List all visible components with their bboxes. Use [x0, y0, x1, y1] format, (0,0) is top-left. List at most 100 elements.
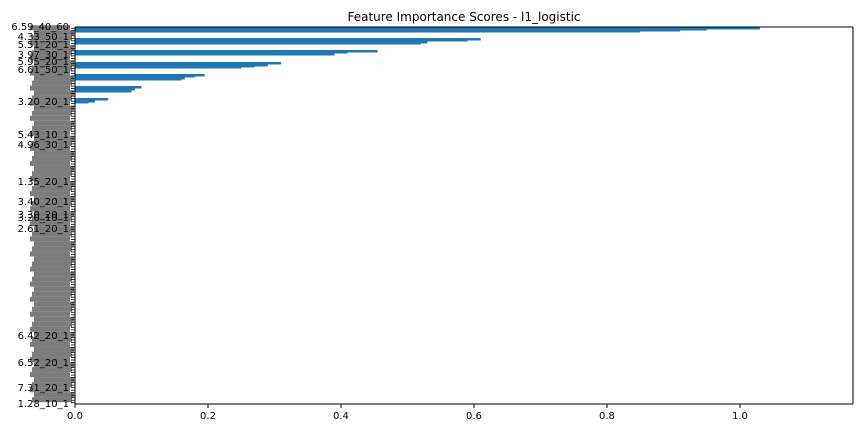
y-label-clutter	[30, 311, 70, 317]
bars-group	[75, 27, 760, 104]
y-label-clutter	[32, 231, 72, 237]
y-tick-label: 6.61_50_1	[18, 65, 69, 76]
y-tick-label: 3.97_30_1	[18, 50, 69, 61]
y-label-clutter	[32, 367, 72, 373]
y-label-clutter	[30, 372, 70, 378]
y-label-clutter	[34, 256, 74, 262]
chart-title: Feature Importance Scores - l1_logistic	[347, 10, 580, 24]
x-tick-label: 0.8	[599, 411, 615, 422]
y-tick-label: 4.96_30_1	[18, 140, 69, 151]
y-label-clutter	[34, 286, 74, 292]
y-label-clutter	[32, 336, 72, 342]
y-label-clutter	[32, 125, 72, 131]
y-tick-label: 6.59_40_60	[11, 22, 69, 33]
y-tick-label: 5.51_20_1	[18, 40, 69, 51]
x-tick-label: 0.6	[466, 411, 482, 422]
y-label-clutter	[30, 191, 70, 197]
y-label-clutter	[32, 65, 72, 71]
y-label-clutter	[32, 50, 72, 56]
y-label-clutter	[30, 130, 70, 136]
y-label-clutter	[32, 216, 72, 222]
y-label-clutter	[32, 321, 72, 327]
y-tick-label: 6.42_20_1	[18, 331, 69, 342]
y-label-clutter	[34, 331, 74, 337]
y-label-clutter	[30, 357, 70, 363]
y-label-clutter	[30, 70, 70, 76]
bar	[75, 51, 348, 54]
bar	[75, 101, 89, 104]
y-label-clutter	[34, 226, 74, 232]
bar	[75, 42, 421, 45]
y-ticks-group: 6.59_40_604.33_50_15.51_20_13.97_30_15.9…	[11, 22, 75, 410]
y-tick-label: 1.28_10_1	[18, 399, 69, 410]
y-label-clutter	[34, 271, 74, 277]
y-label-clutter	[30, 341, 70, 347]
y-label-clutter	[34, 377, 74, 383]
y-label-clutter	[32, 95, 72, 101]
y-label-clutter	[30, 221, 70, 227]
y-label-clutter	[30, 145, 70, 151]
y-label-clutter	[34, 346, 74, 352]
x-tick-label: 0.4	[333, 411, 349, 422]
bar	[75, 88, 135, 91]
y-label-clutter	[30, 55, 70, 61]
y-tick-label: 6.52_20_1	[18, 358, 69, 369]
bar	[75, 98, 109, 101]
bar	[75, 75, 195, 78]
bar	[75, 66, 242, 69]
y-tick-label: 4.33_50_1	[18, 32, 69, 43]
bar	[75, 30, 641, 33]
y-label-clutter	[34, 316, 74, 322]
y-label-clutter	[34, 75, 74, 81]
y-tick-label: 3.20_20_1	[18, 97, 69, 108]
bar	[75, 90, 132, 93]
y-label-clutter	[34, 90, 74, 96]
y-label-clutter	[34, 241, 74, 247]
y-label-clutter	[32, 382, 72, 388]
y-label-clutter	[30, 251, 70, 257]
y-tick-label: 5.95_20_1	[18, 57, 69, 68]
y-label-clutter	[32, 110, 72, 116]
y-label-clutter	[34, 301, 74, 307]
y-label-clutter	[34, 30, 74, 36]
y-label-clutter	[30, 25, 70, 31]
y-tick-label: 1.35_20_1	[18, 177, 69, 188]
y-label-clutter	[32, 276, 72, 282]
y-label-clutter	[32, 186, 72, 192]
y-label-clutter	[32, 201, 72, 207]
y-tick-label: 3.30_20_1	[18, 210, 69, 221]
bar	[75, 86, 142, 89]
y-label-clutter	[34, 166, 74, 172]
x-tick-label: 0.0	[67, 411, 83, 422]
y-label-clutter	[32, 140, 72, 146]
y-label-clutter	[34, 392, 74, 398]
y-label-clutter	[32, 397, 72, 403]
y-label-clutter	[30, 160, 70, 166]
y-label-clutter	[32, 246, 72, 252]
y-label-clutter	[32, 306, 72, 312]
y-label-clutter	[30, 176, 70, 182]
y-tick-label: 2.61_20_1	[18, 224, 69, 235]
y-label-clutter	[32, 261, 72, 267]
y-label-clutter	[34, 211, 74, 217]
y-label-clutter	[30, 387, 70, 393]
x-tick-label: 0.2	[200, 411, 216, 422]
x-tick-label: 1.0	[732, 411, 748, 422]
y-label-clutter	[32, 155, 72, 161]
y-label-clutter	[34, 120, 74, 126]
y-label-clutter	[34, 196, 74, 202]
y-label-clutter	[32, 351, 72, 357]
bar	[75, 78, 182, 81]
bar	[75, 39, 468, 42]
y-tick-label: 5.43_10_1	[18, 130, 69, 141]
y-label-clutter	[30, 115, 70, 121]
bar	[75, 53, 335, 56]
y-label-clutter	[32, 35, 72, 41]
x-ticks-group: 0.0 0.2 0.4 0.6 0.8 1.0	[67, 404, 748, 422]
y-tick-label: 3.40_20_1	[18, 197, 69, 208]
y-label-clutter	[32, 80, 72, 86]
y-label-clutter	[30, 281, 70, 287]
bar	[75, 62, 282, 65]
y-label-clutter	[30, 85, 70, 91]
